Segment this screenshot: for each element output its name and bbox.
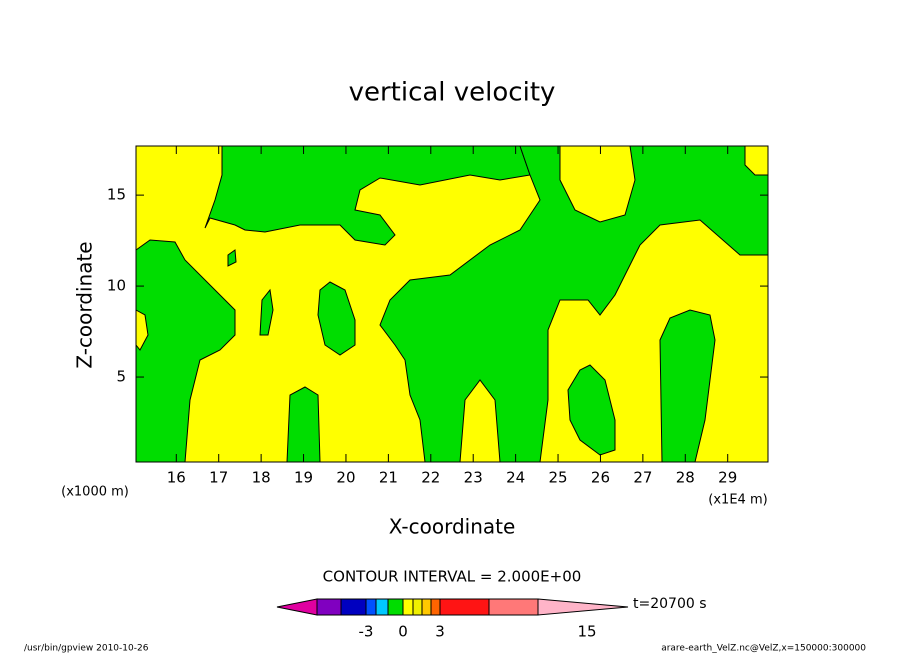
contour-region [204, 145, 531, 246]
contour-region [567, 364, 616, 456]
contour-region [317, 281, 356, 356]
contour-regions [135, 145, 769, 463]
x-tick-label: 26 [591, 469, 610, 487]
colorbar-segment [375, 598, 389, 616]
contour-region [659, 309, 716, 463]
colorbar-segment [488, 598, 539, 616]
contour-interval: CONTOUR INTERVAL = 2.000E+00 [323, 568, 582, 586]
colorbar-label: -3 [359, 623, 374, 641]
y-unit: (x1000 m) [61, 485, 129, 500]
footer-left: /usr/bin/gpview 2010-10-26 [24, 644, 149, 654]
y-tick-label: 10 [107, 277, 126, 295]
x-tick-label: 23 [464, 469, 483, 487]
colorbar-over [537, 598, 629, 616]
contour-region [227, 249, 237, 267]
colorbar-label: 15 [577, 623, 596, 641]
y-tick-label: 5 [116, 368, 126, 386]
colorbar-label: 3 [435, 623, 445, 641]
time-label: t=20700 s [633, 596, 707, 612]
x-unit: (x1E4 m) [708, 493, 767, 508]
x-tick-label: 16 [167, 469, 186, 487]
x-tick-label: 24 [506, 469, 525, 487]
colorbar-segment [430, 598, 441, 616]
x-axis-label: X-coordinate [389, 515, 516, 539]
colorbar-segment [365, 598, 377, 616]
colorbar-segment [421, 598, 432, 616]
colorbar-segment [387, 598, 404, 616]
colorbar-segment [402, 598, 414, 616]
colorbar-segment [340, 598, 367, 616]
x-tick-label: 18 [252, 469, 271, 487]
x-tick-label: 28 [676, 469, 695, 487]
colorbar-segment [316, 598, 342, 616]
x-tick-label: 17 [209, 469, 228, 487]
contour-region [379, 145, 769, 463]
contour-region [286, 386, 321, 463]
plot-frame [135, 145, 769, 463]
colorbar-under [276, 598, 318, 616]
x-tick-label: 21 [379, 469, 398, 487]
x-tick-label: 29 [718, 469, 737, 487]
x-tick-label: 19 [294, 469, 313, 487]
colorbar-label: 0 [398, 623, 408, 641]
contour-region [259, 288, 274, 336]
colorbar-segment [439, 598, 490, 616]
x-tick-label: 22 [421, 469, 440, 487]
x-tick-label: 27 [633, 469, 652, 487]
y-axis-label: Z-coordinate [73, 241, 97, 368]
x-tick-label: 20 [336, 469, 355, 487]
y-tick-label: 15 [107, 186, 126, 204]
footer-right: arare-earth_VelZ.nc@VelZ,x=150000:300000 [661, 644, 866, 654]
colorbar-segment [412, 598, 423, 616]
x-tick-label: 25 [548, 469, 567, 487]
chart-title: vertical velocity [349, 78, 556, 108]
